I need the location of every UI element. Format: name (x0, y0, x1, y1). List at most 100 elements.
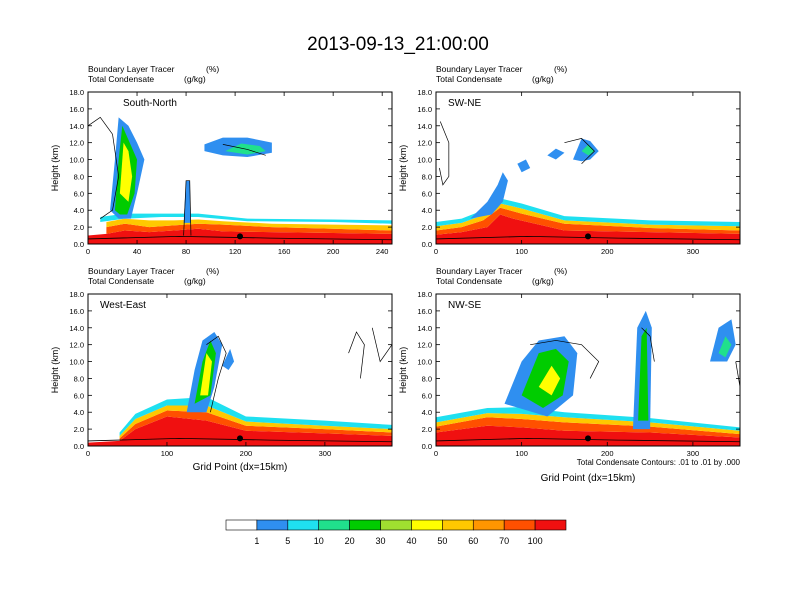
y-tick-label: 8.0 (422, 172, 432, 181)
colorbar-label: 70 (499, 536, 509, 546)
panel-sw-ne: Boundary Layer Tracer (%) Total Condensate… (398, 64, 741, 256)
panel-header-units: (g/kg) (532, 276, 554, 286)
colorbar-swatch (472, 519, 505, 531)
y-axis-label: Height (km) (398, 145, 408, 192)
y-tick-label: 12.0 (69, 139, 84, 148)
panel-header-variable: Boundary Layer Tracer (436, 266, 523, 276)
y-tick-label: 16.0 (417, 307, 432, 316)
y-tick-label: 6.0 (422, 189, 432, 198)
y-tick-label: 6.0 (74, 189, 84, 198)
y-tick-label: 0.0 (74, 442, 84, 451)
x-tick-label: 200 (601, 449, 614, 458)
condensate-contour (735, 361, 740, 387)
y-tick-label: 0.0 (422, 442, 432, 451)
colorbar: 1 5 10 20 30 40 50 60 70 100 (225, 519, 567, 546)
colorbar-label: 1 (254, 536, 259, 546)
colorbar-swatch (349, 519, 381, 531)
y-tick-label: 16.0 (69, 105, 84, 114)
panel-header-units: (g/kg) (184, 74, 206, 84)
y-tick-label: 18.0 (417, 88, 432, 97)
tracer-shade (222, 348, 235, 370)
condensate-contour (222, 144, 266, 156)
terrain-line (436, 437, 740, 443)
panel-header-units: (%) (206, 266, 219, 276)
location-marker (237, 435, 243, 442)
x-tick-label: 120 (229, 247, 242, 256)
y-tick-label: 10.0 (69, 358, 84, 367)
x-tick-label: 40 (133, 247, 141, 256)
panel-header-variable: Total Condensate (88, 276, 154, 286)
contour-note: Total Condensate Contours: .01 to .01 by… (577, 458, 741, 467)
terrain-line (88, 437, 392, 443)
colorbar-label: 10 (314, 536, 324, 546)
y-axis-label: Height (km) (398, 347, 408, 394)
tracer-shade (436, 407, 740, 431)
x-tick-label: 100 (515, 449, 528, 458)
y-tick-label: 14.0 (69, 122, 84, 131)
colorbar-swatch (287, 519, 320, 531)
tracer-shade (517, 159, 531, 173)
panel-south-north: Boundary Layer Tracer (%) Total Condensate… (50, 64, 393, 256)
plot-frame (87, 293, 393, 447)
figure-title: 2013-09-13_21:00:00 (307, 34, 489, 55)
x-tick-label: 300 (687, 247, 700, 256)
location-marker (585, 233, 591, 240)
colorbar-swatch (256, 519, 289, 531)
y-axis-label: Height (km) (50, 347, 60, 394)
x-tick-label: 0 (434, 449, 438, 458)
tracer-shade (106, 218, 392, 231)
tracer-shade (538, 365, 561, 396)
x-tick-label: 0 (434, 247, 438, 256)
panel-header-units: (%) (554, 266, 567, 276)
y-tick-label: 2.0 (422, 223, 432, 232)
panel-field (88, 116, 392, 244)
y-tick-label: 14.0 (417, 324, 432, 333)
y-tick-label: 6.0 (74, 391, 84, 400)
y-tick-label: 8.0 (74, 172, 84, 181)
panel-field (436, 121, 740, 244)
panel-header-units: (g/kg) (532, 74, 554, 84)
tracer-shade (119, 410, 392, 441)
y-tick-label: 2.0 (422, 425, 432, 434)
panels: Boundary Layer Tracer (%) Total Condensate… (50, 64, 741, 484)
colorbar-label: 50 (437, 536, 447, 546)
tracer-shade (581, 144, 595, 156)
condensate-contour (641, 327, 655, 362)
tracer-shade (200, 353, 212, 396)
y-tick-label: 12.0 (69, 341, 84, 350)
y-tick-label: 10.0 (417, 156, 432, 165)
y-tick-label: 4.0 (422, 206, 432, 215)
plot-frame (435, 293, 741, 447)
tracer-shade (119, 142, 133, 202)
tracer-shade (470, 172, 508, 219)
condensate-contour (348, 331, 365, 379)
condensate-contour (88, 116, 119, 219)
panel-header-variable: Boundary Layer Tracer (88, 266, 175, 276)
tracer-shade (436, 207, 740, 235)
y-tick-label: 8.0 (422, 374, 432, 383)
y-tick-label: 16.0 (417, 105, 432, 114)
panel-nw-se: Boundary Layer Tracer (%) Total Condensate… (398, 266, 741, 484)
y-tick-label: 14.0 (417, 122, 432, 131)
y-tick-label: 16.0 (69, 307, 84, 316)
tracer-shade (436, 198, 740, 227)
tracer-shade (718, 336, 732, 358)
x-tick-label: 100 (515, 247, 528, 256)
x-tick-label: 80 (182, 247, 190, 256)
colorbar-swatch (411, 519, 443, 531)
y-tick-label: 4.0 (74, 408, 84, 417)
x-tick-label: 240 (376, 247, 389, 256)
y-tick-label: 12.0 (417, 139, 432, 148)
condensate-contour (183, 180, 192, 236)
panel-field (88, 327, 392, 446)
tracer-shade (100, 213, 392, 224)
panel-west-east: Boundary Layer Tracer (%) Total Condensate… (50, 266, 393, 473)
tracer-shade (436, 413, 740, 435)
x-tick-label: 300 (687, 449, 700, 458)
x-axis-label: Grid Point (dx=15km) (541, 473, 636, 484)
panel-header-variable: Boundary Layer Tracer (88, 64, 175, 74)
x-tick-label: 0 (86, 247, 90, 256)
x-tick-label: 200 (240, 449, 253, 458)
y-tick-label: 0.0 (74, 240, 84, 249)
